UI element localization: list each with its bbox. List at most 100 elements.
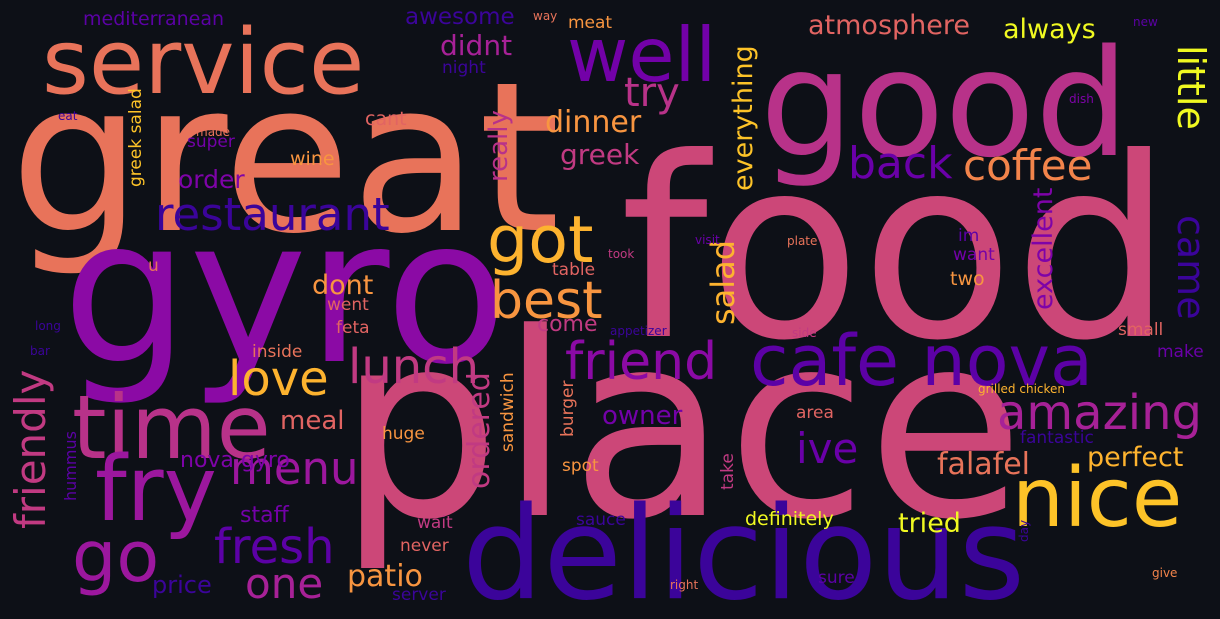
word: food xyxy=(620,104,1173,395)
word: little xyxy=(1169,45,1213,130)
word: time xyxy=(72,376,271,479)
word: meat xyxy=(568,13,613,33)
word: area xyxy=(796,403,834,423)
word: took xyxy=(608,247,635,261)
word: everything xyxy=(728,45,759,191)
word: eat xyxy=(58,109,78,123)
word: gyro xyxy=(62,176,508,409)
word: table xyxy=(552,260,596,280)
word: day xyxy=(1017,519,1031,542)
word: owner xyxy=(602,401,683,431)
word: feta xyxy=(336,318,370,338)
word: came xyxy=(1169,215,1213,320)
word: service xyxy=(42,10,365,115)
word: cant xyxy=(365,108,407,130)
word: staff xyxy=(240,503,289,528)
word: coffee xyxy=(963,141,1093,190)
word: amazing xyxy=(997,385,1203,441)
word: got xyxy=(487,203,594,278)
word: bar xyxy=(30,344,50,358)
word: back xyxy=(848,138,953,189)
word: good xyxy=(760,18,1129,190)
word: side xyxy=(792,326,817,340)
word: friendly xyxy=(6,369,55,529)
word: sauce xyxy=(576,510,626,530)
word: want xyxy=(953,245,995,265)
word: didnt xyxy=(440,29,513,62)
word: spot xyxy=(562,456,599,476)
word: fantastic xyxy=(1020,428,1094,448)
word: right xyxy=(670,578,699,592)
word: burger xyxy=(558,380,578,438)
word: come xyxy=(537,312,598,337)
word: best xyxy=(490,271,603,331)
word: im xyxy=(958,226,980,246)
word: mediterranean xyxy=(83,8,225,30)
word: inside xyxy=(252,342,303,362)
word: meal xyxy=(280,406,345,436)
word: never xyxy=(400,536,449,556)
word: salad xyxy=(704,239,742,325)
word: appetizer xyxy=(610,324,667,338)
word: u xyxy=(148,256,159,276)
word: make xyxy=(1157,342,1204,362)
word: wine xyxy=(290,148,335,170)
word: super xyxy=(187,132,235,152)
word: went xyxy=(327,295,369,315)
word: long xyxy=(35,319,61,333)
word: way xyxy=(533,9,558,23)
word: really xyxy=(484,110,514,182)
word: sandwich xyxy=(498,372,518,452)
word: small xyxy=(1118,320,1164,340)
word: cafe nova xyxy=(750,320,1093,402)
word: night xyxy=(442,58,486,78)
word: server xyxy=(392,585,446,605)
word: huge xyxy=(382,424,425,444)
word: plate xyxy=(787,234,818,248)
word: friend xyxy=(565,332,718,392)
word: menu xyxy=(230,442,359,495)
word: price xyxy=(152,571,212,599)
word: lunch xyxy=(348,339,479,395)
word: ive xyxy=(796,424,859,473)
word: new xyxy=(1133,15,1158,29)
word: nice xyxy=(1012,451,1183,546)
word: greek xyxy=(560,138,640,171)
word: dish xyxy=(1069,92,1094,106)
word: wait xyxy=(417,513,453,533)
word: dont xyxy=(312,270,374,301)
word: delicious xyxy=(462,480,1026,619)
word: place xyxy=(338,279,1025,576)
word: give xyxy=(1152,566,1178,580)
word: perfect xyxy=(1087,442,1184,473)
word: restaurant xyxy=(155,188,390,241)
word: fry xyxy=(95,437,217,542)
word: excellent xyxy=(1028,187,1059,310)
word: sure xyxy=(818,568,855,588)
word: always xyxy=(1003,14,1096,45)
word: ordered xyxy=(462,372,497,489)
word: falafel xyxy=(937,447,1031,482)
word: one xyxy=(245,559,324,608)
word: go xyxy=(72,516,160,598)
word: well xyxy=(567,11,717,99)
word: made xyxy=(196,125,231,139)
word: try xyxy=(624,70,680,116)
word: visit xyxy=(695,233,720,247)
word: two xyxy=(950,268,985,290)
word: atmosphere xyxy=(808,10,970,41)
word: greek salad xyxy=(126,88,146,187)
word: nova gyro xyxy=(180,448,290,473)
word: hummus xyxy=(61,431,80,501)
word: great xyxy=(10,38,560,280)
word: grilled chicken xyxy=(978,382,1066,396)
word: patio xyxy=(347,559,423,594)
word: awesome xyxy=(405,4,515,30)
word: take xyxy=(718,453,738,490)
word: order xyxy=(178,165,245,194)
word: definitely xyxy=(745,508,834,530)
word: tried xyxy=(898,508,961,539)
word: dinner xyxy=(545,105,642,140)
word: fresh xyxy=(214,519,335,575)
